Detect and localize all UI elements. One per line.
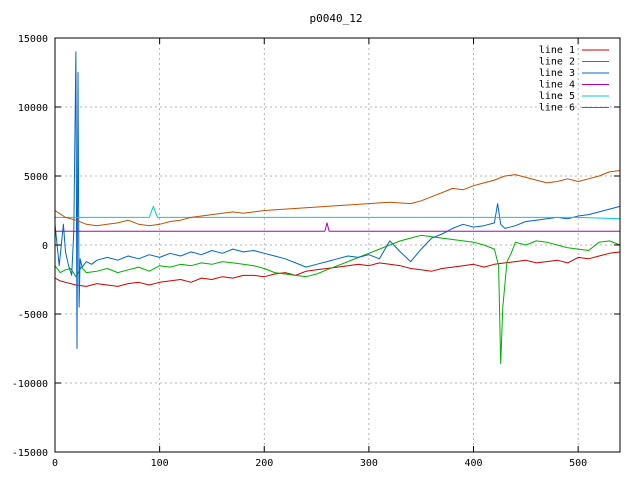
x-tick-label: 200 bbox=[255, 458, 273, 469]
y-tick-label: -5000 bbox=[18, 310, 48, 321]
legend-label: line 2 bbox=[539, 57, 575, 68]
y-tick-label: 5000 bbox=[24, 172, 48, 183]
legend-label: line 1 bbox=[539, 45, 575, 56]
x-tick-label: 300 bbox=[360, 458, 378, 469]
series-line-line-6 bbox=[54, 170, 621, 227]
y-tick-label: -15000 bbox=[12, 448, 48, 459]
y-tick-label: -10000 bbox=[12, 379, 48, 390]
x-tick-label: 500 bbox=[569, 458, 587, 469]
x-tick-label: 400 bbox=[464, 458, 482, 469]
legend-label: line 6 bbox=[539, 103, 575, 114]
y-tick-label: 15000 bbox=[18, 34, 48, 45]
chart-title: p0040_12 bbox=[310, 12, 363, 25]
series-line-line-2 bbox=[54, 234, 621, 365]
series-line-line-1 bbox=[54, 251, 621, 287]
y-tick-label: 10000 bbox=[18, 103, 48, 114]
legend-label: line 5 bbox=[539, 91, 575, 102]
x-tick-label: 100 bbox=[151, 458, 169, 469]
grid-lines bbox=[55, 38, 620, 452]
x-tick-label: 0 bbox=[52, 458, 58, 469]
legend-label: line 4 bbox=[539, 80, 575, 91]
axis-ticks: 0 100 200 300 400 500 -15000 -10000 -5000 0 5000 10… bbox=[12, 34, 620, 469]
series-line-line-4 bbox=[55, 222, 620, 232]
y-tick-label: 0 bbox=[42, 241, 48, 252]
series-lines bbox=[54, 51, 621, 365]
series-line-line-5 bbox=[55, 205, 621, 220]
legend-label: line 3 bbox=[539, 68, 575, 79]
series-line-line-3 bbox=[54, 51, 621, 349]
